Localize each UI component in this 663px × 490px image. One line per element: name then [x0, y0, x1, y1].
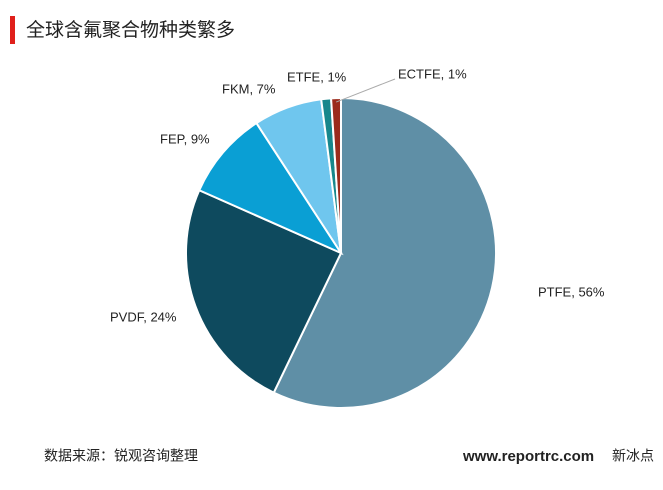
- chart-title: 全球含氟聚合物种类繁多: [26, 19, 235, 41]
- badge: 新冰点: [612, 448, 654, 464]
- data-label: ETFE, 1%: [287, 69, 347, 84]
- data-label: ECTFE, 1%: [398, 66, 467, 81]
- title-accent: [10, 16, 15, 44]
- source-note: 数据来源：锐观咨询整理: [44, 448, 198, 464]
- data-label: PTFE, 56%: [538, 284, 605, 299]
- pie-slice: [330, 96, 342, 254]
- data-label: PVDF, 24%: [110, 309, 177, 324]
- leader-line: [335, 78, 396, 103]
- pie-slice: [185, 188, 343, 394]
- pie-slice: [272, 96, 497, 409]
- data-label: FEP, 9%: [160, 131, 210, 146]
- pie-slice: [197, 121, 344, 256]
- watermark: www.reportrc.com: [462, 448, 594, 465]
- data-label: FKM, 7%: [222, 81, 276, 96]
